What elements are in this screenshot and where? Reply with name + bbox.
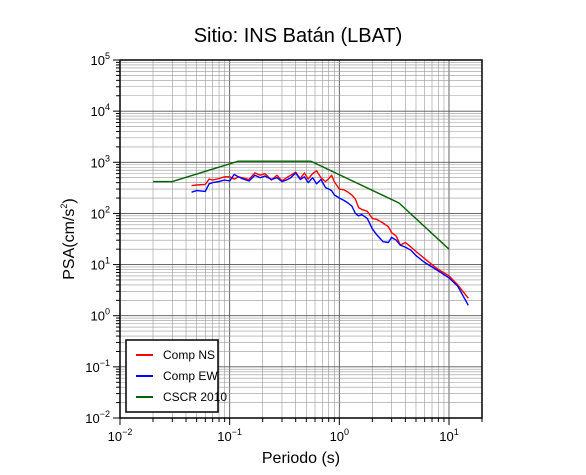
- y-tick-label: 100: [91, 307, 110, 324]
- chart-title: Sitio: INS Batán (LBAT): [194, 25, 403, 47]
- legend: Comp NS Comp EW CSCR 2010: [125, 339, 227, 413]
- y-tick-label: 10−1: [85, 358, 110, 375]
- legend-label: CSCR 2010: [163, 390, 227, 404]
- y-axis-label-main: PSA(cm/s: [61, 209, 78, 280]
- plot-frame: [119, 59, 483, 419]
- x-tick-label: 10−1: [217, 427, 242, 444]
- x-tick-label: 10−2: [108, 427, 133, 444]
- x-tick-label: 101: [439, 427, 458, 444]
- legend-label: Comp NS: [163, 348, 215, 362]
- y-tick-label: 10−2: [85, 409, 110, 426]
- grid: [119, 59, 483, 419]
- series-line-cscr-2010: [153, 160, 450, 250]
- y-tick-label: 105: [91, 51, 110, 68]
- y-tick-label: 104: [91, 102, 110, 119]
- axis-ticks: 10−2 10−1 100 101 10−2 10−1 100 101 102 103 104 105: [85, 51, 483, 444]
- y-axis-label-close: ): [61, 198, 78, 203]
- y-axis-label: PSA(cm/s2): [59, 198, 78, 279]
- legend-label: Comp EW: [163, 369, 218, 383]
- series-lines: [153, 160, 469, 306]
- x-tick-label: 100: [330, 427, 349, 444]
- y-tick-label: 102: [91, 204, 110, 221]
- y-axis-label-sup: 2: [59, 204, 69, 209]
- x-axis-label: Periodo (s): [262, 450, 340, 467]
- y-tick-label: 103: [91, 153, 110, 170]
- y-tick-label: 101: [91, 256, 110, 273]
- series-line-comp-ew: [191, 172, 469, 306]
